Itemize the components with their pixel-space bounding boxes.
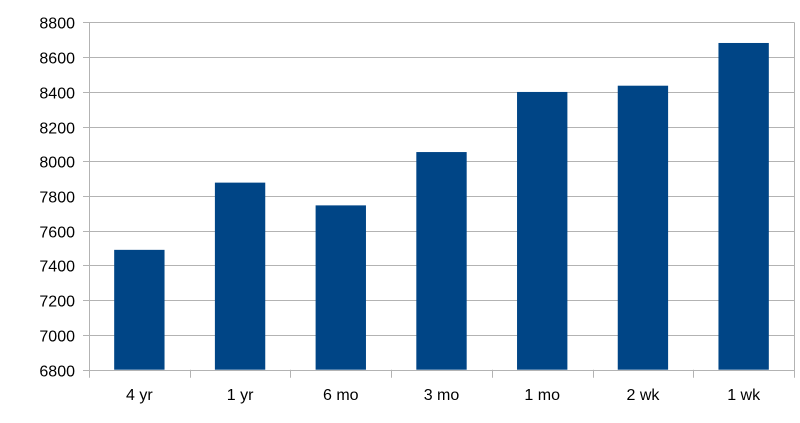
bar-1-yr (214, 182, 266, 370)
bar-1-mo (517, 91, 568, 370)
x-tick-label: 6 mo (323, 387, 359, 404)
bar-6-mo (315, 205, 366, 370)
x-tick-label: 1 yr (227, 387, 254, 404)
y-tick-label: 7200 (39, 294, 75, 311)
bar-2-wk (617, 85, 669, 370)
bar-3-mo (416, 152, 467, 370)
x-tick-label: 1 mo (524, 387, 560, 404)
x-tick-label: 1 wk (727, 387, 761, 404)
x-tick-label: 2 wk (626, 387, 660, 404)
y-tick-label: 8800 (39, 16, 75, 33)
bar-1-wk (718, 42, 769, 370)
y-tick-label: 8000 (39, 155, 75, 172)
x-tick-label: 4 yr (126, 387, 153, 404)
y-tick-label: 7400 (39, 259, 75, 276)
x-tick-label: 3 mo (424, 387, 460, 404)
y-tick-label: 8400 (39, 86, 75, 103)
bar-4-yr (114, 249, 165, 370)
y-tick-label: 8600 (39, 51, 75, 68)
y-tick-label: 7800 (39, 190, 75, 207)
y-tick-label: 6800 (39, 364, 75, 381)
y-tick-label: 7600 (39, 225, 75, 242)
y-tick-label: 7000 (39, 329, 75, 346)
y-tick-label: 8200 (39, 121, 75, 138)
